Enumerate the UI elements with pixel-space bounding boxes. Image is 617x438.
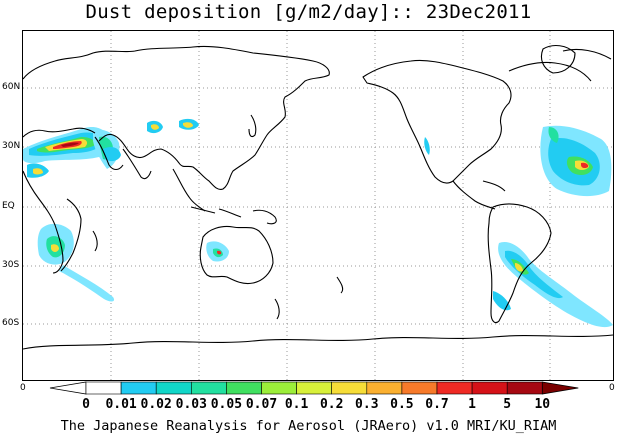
colorbar-tick-label: 0.02 <box>140 397 172 412</box>
lat-label-30n: 30N <box>2 141 21 151</box>
colorbar-tick-label: 0.01 <box>105 397 137 412</box>
colorbar-cell <box>401 381 438 395</box>
colorbar-tick-label: 0.07 <box>245 397 278 412</box>
map-edge-right-label: 0 <box>609 383 615 393</box>
colorbar-cell <box>155 381 192 395</box>
lat-label-30s: 30S <box>2 260 20 270</box>
colorbar-cell <box>331 381 368 395</box>
colorbar-tick-label: 0.7 <box>425 397 449 412</box>
colorbar-tick-label: 0 <box>82 397 90 412</box>
colorbar-over-triangle <box>541 381 579 395</box>
colorbar-cell <box>436 381 473 395</box>
colorbar-tick-label: 0.03 <box>175 397 207 412</box>
colorbar-cell <box>506 381 543 395</box>
colorbar-tick-label: 0.1 <box>284 397 309 412</box>
credit-footer: The Japanese Reanalysis for Aerosol (JRA… <box>60 418 557 434</box>
colorbar-cell <box>226 381 262 395</box>
map-edge-left-label: 0 <box>20 383 26 393</box>
lat-label-60n: 60N <box>2 82 21 92</box>
colorbar-cell <box>261 381 297 395</box>
colorbar-tick-label: 1 <box>468 397 477 412</box>
world-map <box>23 31 613 380</box>
colorbar-tick-label: 0.2 <box>319 397 344 412</box>
map-title: Dust deposition [g/m2/day]:: 23Dec2011 <box>85 1 532 23</box>
colorbar <box>49 381 579 395</box>
colorbar-cell <box>366 381 403 395</box>
coastlines <box>23 44 613 350</box>
map-frame <box>22 30 614 381</box>
colorbar-tick-label: 5 <box>503 397 512 412</box>
lat-label-eq: EQ <box>2 201 15 211</box>
colorbar-under-triangle <box>49 381 87 395</box>
colorbar-cell <box>85 381 122 395</box>
lat-label-60s: 60S <box>2 318 20 328</box>
colorbar-tick-label: 10 <box>534 397 551 412</box>
colorbar-tick-label: 0.5 <box>390 397 414 412</box>
colorbar-cell <box>120 381 157 395</box>
colorbar-tick-label: 0.05 <box>210 397 243 412</box>
map-gridlines <box>23 31 613 380</box>
dust-deposition-field <box>23 118 613 328</box>
colorbar-cell <box>296 381 333 395</box>
colorbar-cell <box>191 381 227 395</box>
colorbar-cell <box>471 381 508 395</box>
colorbar-tick-label: 0.3 <box>355 397 379 412</box>
